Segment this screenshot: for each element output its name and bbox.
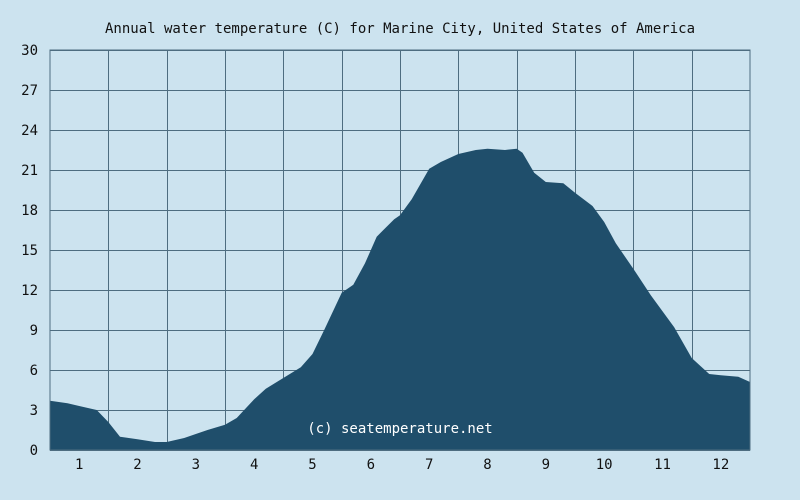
y-tick-label: 12 <box>21 283 38 299</box>
watermark-text: (c) seatemperature.net <box>307 421 492 437</box>
y-tick-label: 6 <box>30 363 38 379</box>
y-tick-label: 9 <box>30 323 38 339</box>
x-tick-label: 9 <box>542 457 550 473</box>
x-tick-label: 2 <box>133 457 141 473</box>
x-axis-ticks: 1 2 3 4 5 6 7 8 9 10 11 12 <box>75 457 729 473</box>
x-tick-label: 10 <box>596 457 613 473</box>
x-tick-label: 1 <box>75 457 83 473</box>
y-tick-label: 24 <box>21 123 38 139</box>
y-tick-label: 30 <box>21 43 38 59</box>
y-axis-ticks: 0 3 6 9 12 15 18 21 24 27 30 <box>21 43 38 459</box>
temperature-area <box>50 148 750 450</box>
y-tick-label: 21 <box>21 163 38 179</box>
y-tick-label: 15 <box>21 243 38 259</box>
plot-frame <box>49 49 751 451</box>
x-tick-label: 3 <box>192 457 200 473</box>
x-tick-label: 7 <box>425 457 433 473</box>
y-tick-label: 18 <box>21 203 38 219</box>
x-tick-label: 11 <box>654 457 671 473</box>
x-tick-label: 5 <box>308 457 316 473</box>
x-tick-label: 12 <box>712 457 729 473</box>
x-tick-label: 4 <box>250 457 258 473</box>
y-tick-label: 27 <box>21 83 38 99</box>
y-tick-label: 3 <box>30 403 38 419</box>
x-tick-label: 8 <box>483 457 491 473</box>
y-tick-label: 0 <box>30 443 38 459</box>
x-tick-label: 6 <box>367 457 375 473</box>
chart-title: Annual water temperature (C) for Marine … <box>105 21 695 37</box>
